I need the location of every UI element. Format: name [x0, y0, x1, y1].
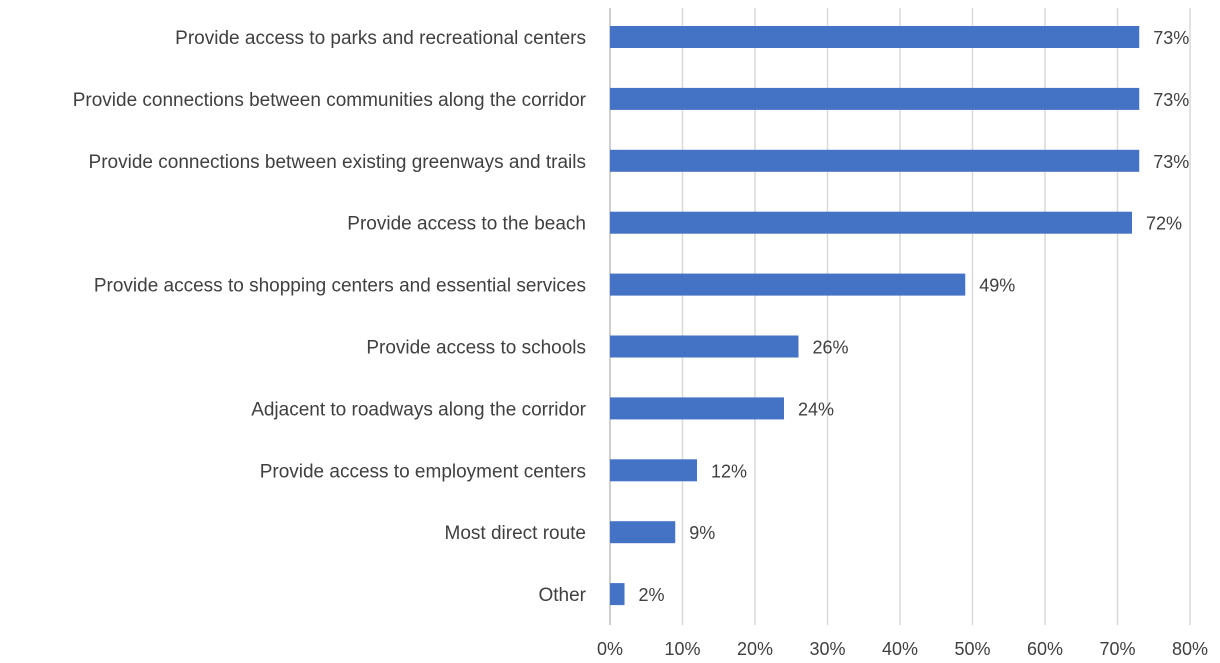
x-tick-label: 20%	[737, 639, 773, 659]
bars	[610, 26, 1140, 606]
bar	[610, 26, 1140, 48]
data-label: 26%	[813, 338, 849, 358]
x-tick-label: 80%	[1172, 639, 1208, 659]
category-label: Provide access to the beach	[347, 214, 586, 235]
category-label: Provide connections between existing gre…	[89, 152, 586, 173]
data-label: 72%	[1146, 214, 1182, 234]
x-tick-label: 60%	[1027, 639, 1063, 659]
x-tick-label: 70%	[1099, 639, 1135, 659]
bar	[610, 87, 1140, 110]
data-labels: 73% 73% 73% 72% 49% 26% 24% 12% 9% 2%	[639, 28, 1190, 605]
data-label: 24%	[798, 399, 834, 419]
bar	[610, 273, 966, 296]
gridlines	[609, 8, 1191, 625]
data-label: 73%	[1153, 152, 1189, 172]
bar	[610, 521, 676, 544]
bar	[610, 149, 1140, 172]
category-label: Most direct route	[445, 523, 587, 544]
data-label: 73%	[1153, 28, 1189, 48]
category-label: Provide connections between communities …	[73, 90, 587, 111]
x-tick-label: 40%	[882, 639, 918, 659]
data-label: 12%	[711, 461, 747, 481]
category-labels: Provide access to parks and recreational…	[73, 28, 587, 606]
data-label: 2%	[639, 585, 665, 605]
category-label: Adjacent to roadways along the corridor	[251, 399, 586, 420]
bar	[610, 397, 784, 420]
category-label: Provide access to employment centers	[260, 461, 586, 482]
category-label: Provide access to schools	[366, 338, 586, 359]
x-tick-label: 30%	[809, 639, 845, 659]
data-label: 73%	[1153, 90, 1189, 110]
x-axis-tick-labels: 0% 10% 20% 30% 40% 50% 60% 70% 80%	[597, 639, 1208, 659]
x-tick-label: 10%	[664, 639, 700, 659]
bar	[610, 459, 697, 482]
x-tick-label: 0%	[597, 639, 623, 659]
bar	[610, 583, 625, 606]
category-label: Other	[538, 585, 586, 606]
category-label: Provide access to parks and recreational…	[175, 28, 586, 49]
bar	[610, 335, 799, 358]
x-tick-label: 50%	[954, 639, 990, 659]
bar	[610, 211, 1132, 234]
data-label: 9%	[689, 523, 715, 543]
data-label: 49%	[979, 276, 1015, 296]
category-label: Provide access to shopping centers and e…	[94, 276, 586, 297]
